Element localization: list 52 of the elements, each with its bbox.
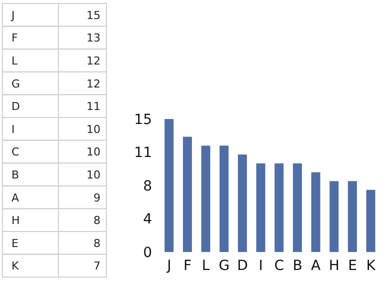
data-label: 15: [86, 8, 100, 22]
y-tick-label: C: [12, 146, 20, 159]
bar: [292, 163, 302, 252]
bar: [330, 181, 339, 252]
y-tick-label: L: [12, 54, 18, 68]
x-tick-label: J: [166, 258, 172, 274]
x-tick-label: C: [274, 258, 284, 274]
y-tick-label: I: [12, 122, 15, 136]
x-tick-label: L: [202, 258, 210, 274]
y-tick-label: D: [12, 100, 20, 114]
x-tick-label: G: [218, 258, 230, 274]
y-tick-label: H: [12, 214, 20, 228]
bar: [311, 172, 320, 252]
y-tick-label: 11: [134, 145, 152, 162]
y-tick-label: 4: [143, 212, 152, 228]
bar: [256, 163, 266, 252]
x-tick-label: E: [348, 258, 357, 274]
bar: [201, 146, 210, 252]
x-tick-label: I: [258, 258, 263, 274]
y-tick-label: B: [12, 168, 20, 182]
x-tick-label: A: [311, 258, 322, 274]
bar: [220, 146, 229, 252]
bar: [366, 190, 376, 252]
bar: [348, 181, 357, 252]
x-tick-label: B: [292, 258, 302, 274]
data-label: 10: [86, 146, 100, 159]
data-label: 8: [94, 236, 100, 250]
x-tick-label: K: [366, 258, 376, 274]
bar: [238, 154, 247, 252]
y-tick-label: F: [12, 32, 18, 45]
data-label: 11: [86, 100, 100, 114]
y-tick-label: G: [12, 77, 20, 90]
x-tick-label: H: [328, 258, 340, 274]
y-tick-label: 0: [143, 244, 152, 261]
data-label: 10: [86, 122, 100, 136]
bar: [274, 163, 284, 252]
data-label: 8: [94, 214, 100, 228]
data-label: 9: [94, 191, 100, 204]
x-tick-label: D: [237, 258, 248, 274]
y-tick-label: E: [12, 236, 18, 250]
data-label: 12: [86, 54, 100, 68]
x-tick-label: F: [183, 258, 192, 274]
y-tick-label: J: [10, 8, 15, 22]
bar: [182, 136, 192, 252]
data-label: 10: [86, 168, 100, 182]
y-tick-label: 15: [134, 112, 152, 128]
data-label: 12: [86, 77, 100, 90]
y-tick-label: A: [12, 191, 20, 204]
data-label: 13: [86, 32, 100, 45]
bar: [164, 119, 174, 252]
y-tick-label: 8: [143, 178, 152, 194]
data-label: 7: [94, 260, 100, 273]
